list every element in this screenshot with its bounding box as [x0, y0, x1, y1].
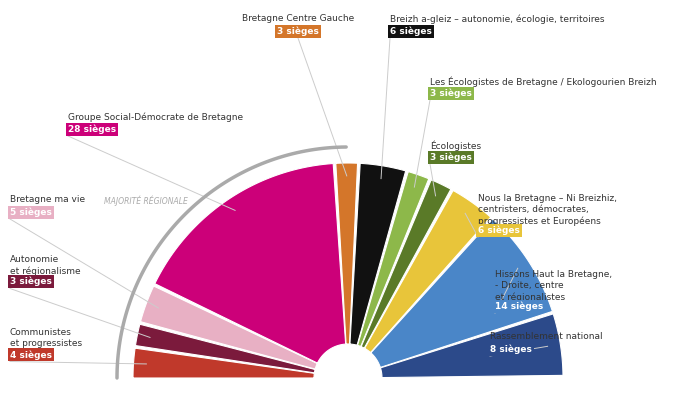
Text: Communistes
et progressistes: Communistes et progressistes [10, 328, 82, 348]
Polygon shape [371, 219, 552, 368]
Polygon shape [361, 180, 451, 348]
Polygon shape [155, 164, 346, 363]
Text: 6 sièges: 6 sièges [390, 26, 432, 36]
Text: Hissons Haut la Bretagne,
- Droite, centre
et régionalistes: Hissons Haut la Bretagne, - Droite, cent… [495, 270, 612, 302]
Text: MAJORITÉ RÉGIONALE: MAJORITÉ RÉGIONALE [104, 196, 188, 206]
Polygon shape [336, 163, 358, 344]
Text: Bretagne Centre Gauche: Bretagne Centre Gauche [242, 14, 354, 23]
Text: Écologistes: Écologistes [430, 140, 481, 151]
Text: 14 sièges: 14 sièges [495, 301, 543, 311]
Polygon shape [141, 286, 317, 369]
Polygon shape [136, 324, 315, 373]
Text: 28 sièges: 28 sièges [68, 125, 116, 134]
Text: 4 sièges: 4 sièges [10, 350, 52, 359]
Text: 3 sièges: 3 sièges [430, 152, 472, 162]
Text: 5 sièges: 5 sièges [10, 208, 52, 217]
Text: Les Écologistes de Bretagne / Ekologourien Breizh: Les Écologistes de Bretagne / Ekologouri… [430, 76, 657, 87]
Text: Autonomie
et régionalisme: Autonomie et régionalisme [10, 255, 80, 276]
Polygon shape [133, 348, 314, 378]
Polygon shape [358, 172, 429, 346]
Text: Nous la Bretagne – Ni Breizhiz,
centristers, démocrates,
progressistes et Europé: Nous la Bretagne – Ni Breizhiz, centrist… [478, 194, 617, 226]
Polygon shape [381, 314, 563, 377]
Text: 3 sièges: 3 sièges [277, 26, 319, 36]
Polygon shape [350, 164, 406, 345]
Text: 8 sièges: 8 sièges [490, 344, 532, 354]
Text: Bretagne ma vie: Bretagne ma vie [10, 195, 85, 204]
Text: 3 sièges: 3 sièges [10, 277, 52, 286]
Text: Rassemblement national: Rassemblement national [490, 332, 603, 341]
Text: Groupe Social-Démocrate de Bretagne: Groupe Social-Démocrate de Bretagne [68, 112, 243, 121]
Text: Breizh a-gleiz – autonomie, écologie, territoires: Breizh a-gleiz – autonomie, écologie, te… [390, 14, 605, 24]
Polygon shape [365, 190, 491, 353]
Text: 6 sièges: 6 sièges [478, 225, 520, 235]
Text: 3 sièges: 3 sièges [430, 89, 472, 98]
